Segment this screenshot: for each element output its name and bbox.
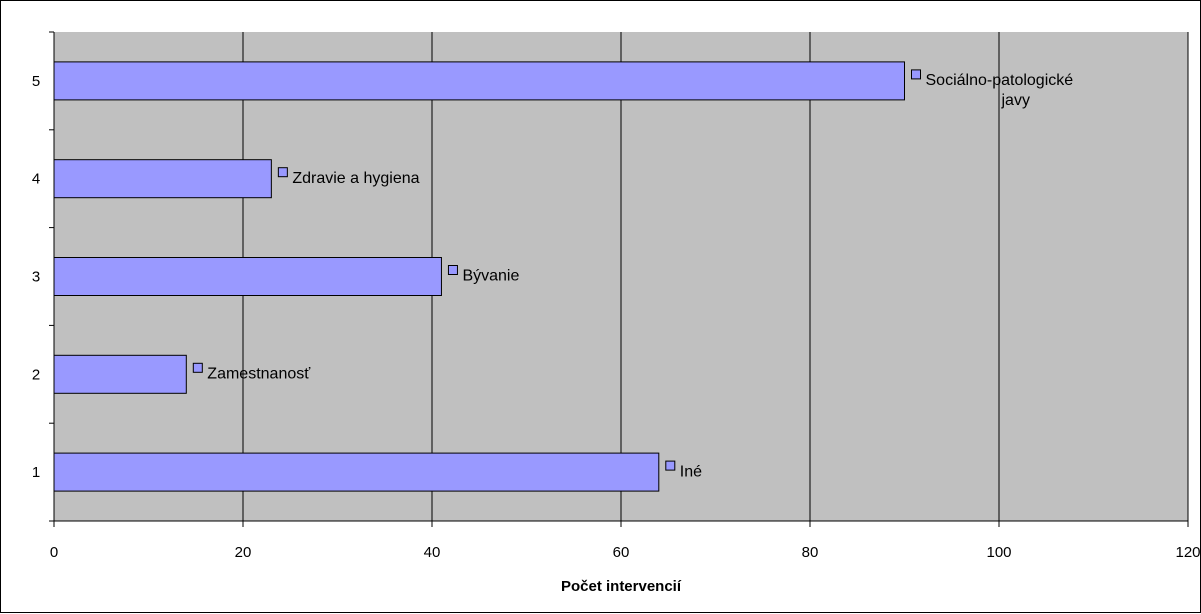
bar <box>53 257 442 296</box>
data-label-key <box>192 362 203 373</box>
x-tick-label: 120 <box>1175 544 1200 561</box>
data-label: Bývanie <box>462 268 519 285</box>
y-tick-label: 4 <box>32 171 40 188</box>
x-tick-label: 20 <box>235 544 252 561</box>
bars <box>53 61 905 492</box>
y-tick-label: 1 <box>32 464 40 481</box>
x-tick-label: 80 <box>802 544 819 561</box>
data-label: javy <box>1001 92 1030 109</box>
data-labels: Iné Zamestnanosť Bývanie Zdravie a hygiena S… <box>192 69 1074 480</box>
data-label-key <box>665 460 676 471</box>
x-tick-label: 0 <box>50 544 58 561</box>
y-tick-label: 2 <box>32 366 40 383</box>
bar <box>53 61 905 101</box>
data-label-key <box>447 265 458 275</box>
axes <box>49 31 1189 527</box>
x-tick-labels: 0 20 40 60 80 100 120 <box>50 544 1201 561</box>
data-label: Zamestnanosť <box>207 366 311 383</box>
x-tick-label: 100 <box>986 544 1011 561</box>
y-tick-labels: 1 2 3 4 5 <box>32 73 40 481</box>
data-label-key <box>911 69 921 80</box>
bar <box>53 354 187 394</box>
y-tick-label: 3 <box>32 269 40 286</box>
data-label: Sociálno-patologické <box>926 72 1074 89</box>
bar <box>53 452 660 492</box>
y-tick-label: 5 <box>32 73 40 90</box>
x-tick-label: 40 <box>424 544 441 561</box>
x-axis-title: Počet intervencií <box>561 578 682 595</box>
data-label: Iné <box>680 463 702 480</box>
data-label-key <box>277 167 288 178</box>
data-label: Zdravie a hygiena <box>292 170 419 187</box>
bar <box>53 159 272 199</box>
x-tick-label: 60 <box>613 544 630 561</box>
